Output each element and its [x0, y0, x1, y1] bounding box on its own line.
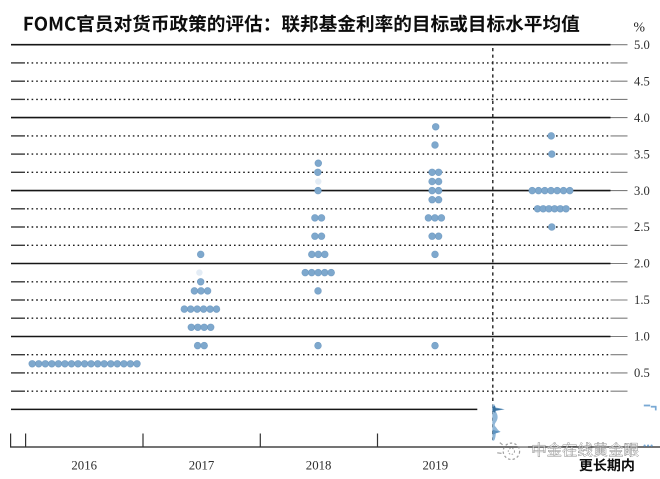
svg-text:2019: 2019	[423, 459, 449, 473]
svg-text:0.5: 0.5	[634, 366, 650, 380]
svg-text:5.0: 5.0	[634, 38, 650, 52]
svg-text:2.0: 2.0	[634, 257, 650, 271]
svg-text:1.5: 1.5	[634, 293, 650, 307]
svg-text:4.5: 4.5	[634, 74, 650, 88]
svg-text:3.5: 3.5	[634, 147, 650, 161]
svg-text:2.5: 2.5	[634, 220, 650, 234]
svg-text:2016: 2016	[71, 459, 97, 473]
svg-text:3.0: 3.0	[634, 184, 650, 198]
svg-text:%: %	[634, 20, 646, 35]
svg-text:2017: 2017	[189, 459, 215, 473]
svg-text:2018: 2018	[306, 459, 332, 473]
svg-text:1.0: 1.0	[634, 330, 650, 344]
svg-text:4.0: 4.0	[634, 111, 650, 125]
